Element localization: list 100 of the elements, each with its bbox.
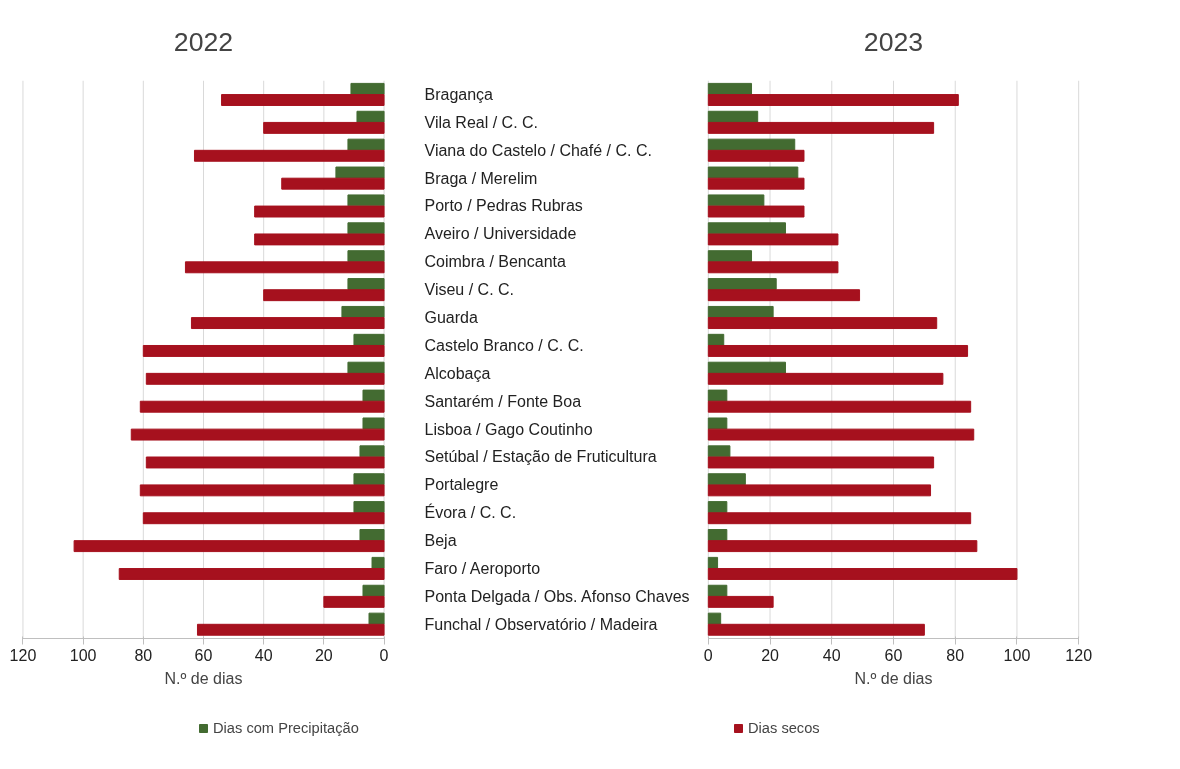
- bar: [193, 149, 385, 162]
- bar: [353, 333, 385, 346]
- y-tick-label: Setúbal / Estação de Fruticultura: [424, 448, 657, 466]
- bar: [350, 82, 385, 95]
- bar: [707, 540, 978, 553]
- bar: [707, 361, 786, 374]
- bar: [335, 166, 385, 179]
- bar: [707, 94, 959, 106]
- bar: [707, 529, 728, 541]
- bar: [707, 222, 786, 235]
- y-tick-label: Santarém / Fonte Boa: [424, 392, 582, 410]
- bar: [139, 484, 385, 497]
- bar: [707, 400, 972, 413]
- y-tick-label: Funchal / Observatório / Madeira: [424, 615, 658, 633]
- bar: [254, 205, 385, 218]
- bar: [707, 584, 728, 597]
- x-tick-label: 40: [822, 647, 841, 665]
- bar: [353, 473, 385, 486]
- bar: [118, 568, 385, 580]
- bar: [707, 317, 938, 330]
- y-tick-label: Porto / Pedras Rubras: [424, 197, 583, 215]
- bar: [359, 445, 385, 458]
- bar: [347, 278, 385, 290]
- bar: [707, 568, 1018, 580]
- chart-title: 2023: [863, 26, 924, 57]
- bar: [142, 344, 385, 357]
- x-tick-label: 80: [946, 647, 965, 665]
- y-tick-label: Alcobaça: [424, 364, 491, 382]
- y-tick-label: Viana do Castelo / Chafé / C. C.: [424, 141, 652, 159]
- bar: [263, 289, 385, 302]
- x-axis-title: N.º de dias: [164, 669, 243, 687]
- bar: [707, 417, 728, 430]
- bar: [356, 110, 385, 123]
- bar: [362, 389, 385, 402]
- bar: [707, 456, 935, 469]
- y-tick-label: Coimbra / Bencanta: [424, 253, 567, 271]
- x-tick-label: 60: [194, 647, 213, 665]
- bar: [707, 445, 731, 458]
- bar: [362, 584, 385, 597]
- chart-title: 2022: [173, 26, 234, 57]
- bar: [184, 261, 385, 274]
- x-tick-label: 80: [134, 647, 153, 665]
- bar: [281, 177, 385, 190]
- bar: [341, 305, 385, 318]
- bar: [707, 138, 796, 151]
- bar: [347, 222, 385, 235]
- x-tick-label: 60: [884, 647, 903, 665]
- y-tick-label: Braga / Merelim: [424, 169, 538, 187]
- bar: [707, 121, 935, 134]
- bar: [707, 305, 774, 318]
- bar: [221, 94, 385, 106]
- x-tick-label: 100: [69, 647, 97, 665]
- y-tick-label: Aveiro / Universidade: [424, 225, 577, 243]
- y-tick-label: Viseu / C. C.: [424, 281, 515, 299]
- y-tick-label: Castelo Branco / C. C.: [424, 336, 584, 354]
- bar: [707, 177, 805, 190]
- bar: [73, 540, 385, 553]
- x-tick-label: 0: [379, 647, 389, 665]
- bar: [263, 121, 385, 134]
- bar: [196, 623, 385, 636]
- bar: [707, 205, 805, 218]
- bar: [707, 194, 765, 207]
- bar: [707, 512, 972, 525]
- bar: [707, 278, 777, 290]
- y-tick-label: Faro / Aeroporto: [424, 559, 541, 577]
- bar: [142, 512, 385, 525]
- bar: [707, 389, 728, 402]
- y-tick-label: Portalegre: [424, 476, 499, 494]
- bar: [707, 595, 774, 608]
- y-tick-label: Beja: [424, 532, 457, 550]
- bar: [707, 250, 753, 263]
- x-tick-label: 20: [761, 647, 780, 665]
- legend-label: Dias secos: [748, 720, 820, 736]
- bar: [707, 501, 728, 514]
- bar: [707, 166, 799, 179]
- x-tick-label: 40: [254, 647, 273, 665]
- x-tick-label: 20: [314, 647, 333, 665]
- legend-label: Dias com Precipitação: [213, 720, 359, 736]
- x-tick-label: 120: [9, 647, 37, 665]
- bar: [707, 612, 722, 625]
- x-axis-title: N.º de dias: [854, 669, 933, 687]
- bar: [707, 428, 975, 441]
- bar: [254, 233, 385, 246]
- bar: [707, 333, 725, 346]
- bar: [139, 400, 385, 413]
- bar: [145, 456, 385, 469]
- y-tick-label: Lisboa / Gago Coutinho: [424, 420, 593, 438]
- bar: [707, 289, 861, 302]
- x-tick-label: 100: [1003, 647, 1031, 665]
- bar: [707, 344, 969, 357]
- bar: [707, 233, 839, 246]
- bar: [323, 595, 385, 608]
- bar: [353, 501, 385, 514]
- y-tick-label: Bragança: [424, 85, 494, 103]
- bar: [145, 372, 385, 385]
- bar: [347, 361, 385, 374]
- x-tick-label: 0: [703, 647, 713, 665]
- bar: [707, 149, 805, 162]
- bar: [707, 372, 944, 385]
- bar: [347, 250, 385, 263]
